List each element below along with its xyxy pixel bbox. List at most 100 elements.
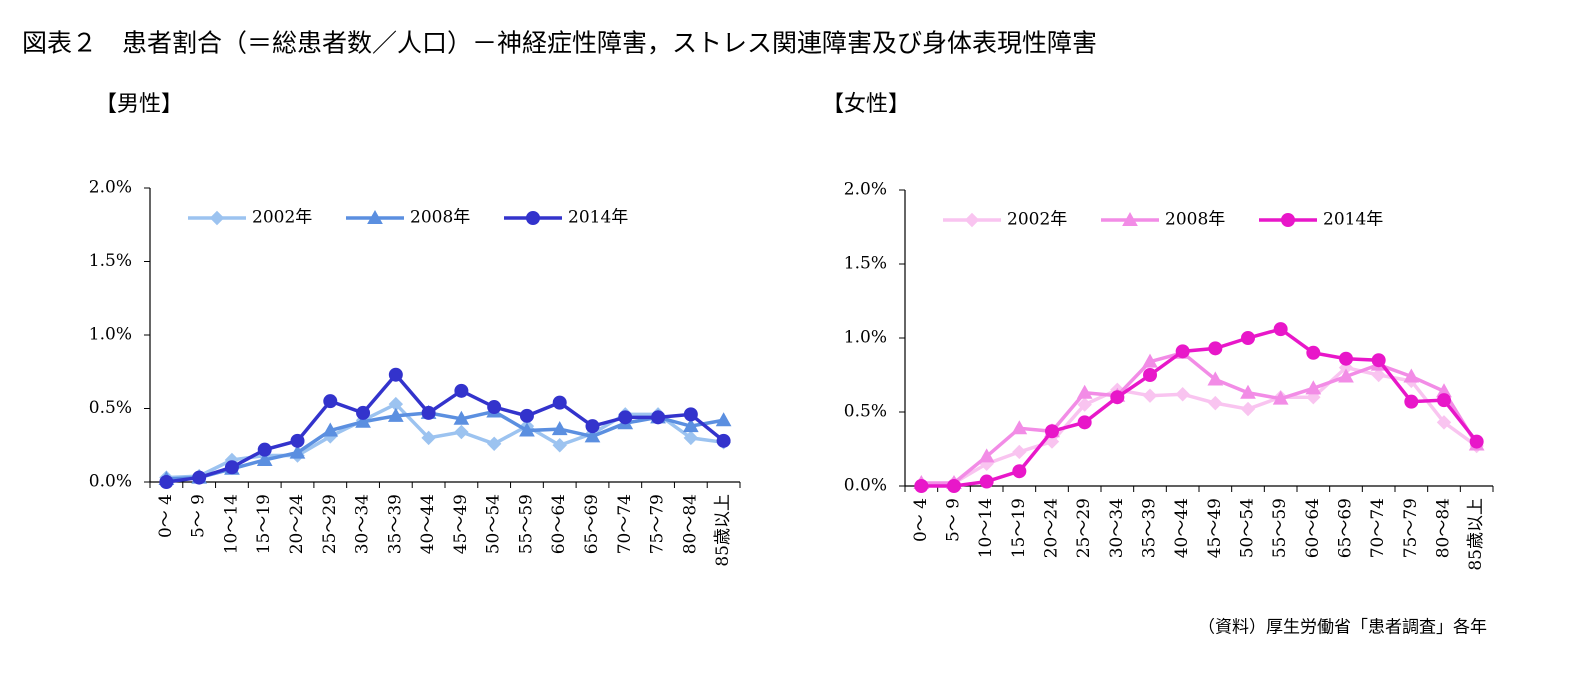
data-point (682, 418, 699, 433)
page-title: 図表２ 患者割合（＝総患者数／人口）－神経症性障害，ストレス関連障害及び身体表現… (22, 29, 1097, 58)
x-tick-label: 0～ 4 (911, 498, 931, 542)
data-point (715, 412, 732, 427)
data-point (1305, 380, 1322, 395)
legend-label: 2002年 (1007, 210, 1067, 230)
y-tick-label: 2.0% (89, 178, 132, 198)
y-tick-label: 0.0% (89, 472, 132, 492)
data-point (519, 422, 535, 437)
data-point (651, 410, 666, 425)
y-tick-label: 0.5% (844, 402, 887, 422)
legend-marker (209, 210, 225, 226)
y-tick-label: 1.5% (89, 251, 132, 271)
data-point (584, 428, 601, 443)
legend-marker (1281, 213, 1295, 227)
data-point (914, 479, 929, 493)
data-point (257, 442, 272, 457)
x-tick-label: 35～39 (1140, 498, 1160, 558)
data-point (1011, 420, 1028, 435)
x-tick-label: 75～79 (1401, 498, 1421, 558)
data-point (683, 430, 699, 446)
legend-label: 2014年 (1323, 210, 1383, 230)
y-tick-label: 2.0% (844, 180, 887, 200)
data-point (388, 367, 403, 382)
data-point (1175, 387, 1190, 402)
data-point (1045, 424, 1059, 439)
data-point (256, 451, 273, 466)
x-tick-label: 55～59 (1270, 498, 1290, 558)
x-tick-label: 60～64 (1303, 498, 1323, 558)
x-tick-label: 65～69 (1336, 498, 1356, 558)
data-point (159, 475, 174, 489)
data-point (1110, 390, 1125, 405)
data-point (1371, 367, 1386, 383)
data-point (1077, 415, 1092, 430)
series-line (921, 350, 1479, 485)
series-line (921, 365, 1478, 487)
x-tick-label: 45～49 (1205, 498, 1225, 558)
data-point (979, 474, 994, 489)
data-point (1306, 345, 1321, 360)
data-point (1403, 368, 1420, 383)
data-point (1044, 434, 1060, 449)
data-point (552, 438, 567, 453)
data-point (421, 430, 436, 446)
x-tick-label: 70～74 (615, 494, 635, 554)
data-point (1142, 353, 1158, 368)
data-point (192, 470, 207, 485)
x-tick-label: 85歳以上 (713, 494, 733, 567)
x-tick-label: 20～24 (287, 494, 307, 554)
x-tick-label: 25～29 (1074, 498, 1094, 558)
data-point (289, 444, 306, 459)
x-tick-label: 85歳以上 (1466, 498, 1486, 571)
x-tick-label: 30～34 (353, 494, 373, 554)
x-tick-label: 5～ 9 (944, 498, 964, 542)
data-point (1143, 368, 1157, 382)
data-point (1077, 397, 1092, 412)
data-point (1175, 344, 1190, 359)
x-tick-label: 50～54 (484, 494, 504, 554)
x-tick-label: 0～ 4 (156, 494, 176, 538)
x-tick-label: 75～79 (648, 494, 668, 554)
data-point (1142, 388, 1158, 403)
x-tick-label: 80～84 (1434, 498, 1454, 558)
legend-label: 2008年 (410, 208, 470, 228)
data-point (486, 436, 502, 451)
x-tick-label: 80～84 (680, 494, 700, 554)
data-point (1076, 384, 1093, 399)
y-tick-label: 1.0% (89, 325, 132, 345)
data-point (1404, 394, 1419, 409)
data-point (323, 394, 338, 409)
series-line (921, 327, 1479, 488)
y-tick-label: 0.5% (89, 398, 132, 418)
data-point (421, 405, 436, 420)
data-point (224, 460, 239, 475)
legend-label: 2008年 (1165, 210, 1225, 230)
data-point (454, 424, 469, 440)
data-point (1208, 341, 1223, 356)
legend-marker (1122, 211, 1138, 226)
data-point (453, 410, 470, 425)
legend-marker (526, 211, 540, 225)
data-point (716, 433, 731, 448)
x-tick-label: 30～34 (1107, 498, 1127, 558)
x-tick-label: 70～74 (1368, 498, 1388, 558)
x-tick-label: 15～19 (254, 494, 274, 554)
data-point (618, 410, 633, 425)
y-tick-label: 1.0% (844, 328, 887, 348)
x-tick-label: 45～49 (451, 494, 471, 554)
legend-label: 2002年 (252, 208, 312, 228)
data-point (947, 479, 961, 493)
data-point (1339, 351, 1353, 366)
x-tick-label: 65～69 (582, 494, 602, 554)
chart-subtitle: 【女性】 (822, 92, 910, 117)
data-point (1240, 384, 1256, 399)
legend-marker (367, 209, 383, 224)
data-point (1241, 331, 1255, 345)
source-note: （資料）厚生労働省「患者調査」各年 (1198, 618, 1487, 638)
data-point (683, 407, 698, 422)
data-point (1207, 371, 1224, 386)
legend-marker (964, 212, 980, 228)
data-point (1437, 393, 1451, 408)
data-point (1012, 464, 1027, 479)
